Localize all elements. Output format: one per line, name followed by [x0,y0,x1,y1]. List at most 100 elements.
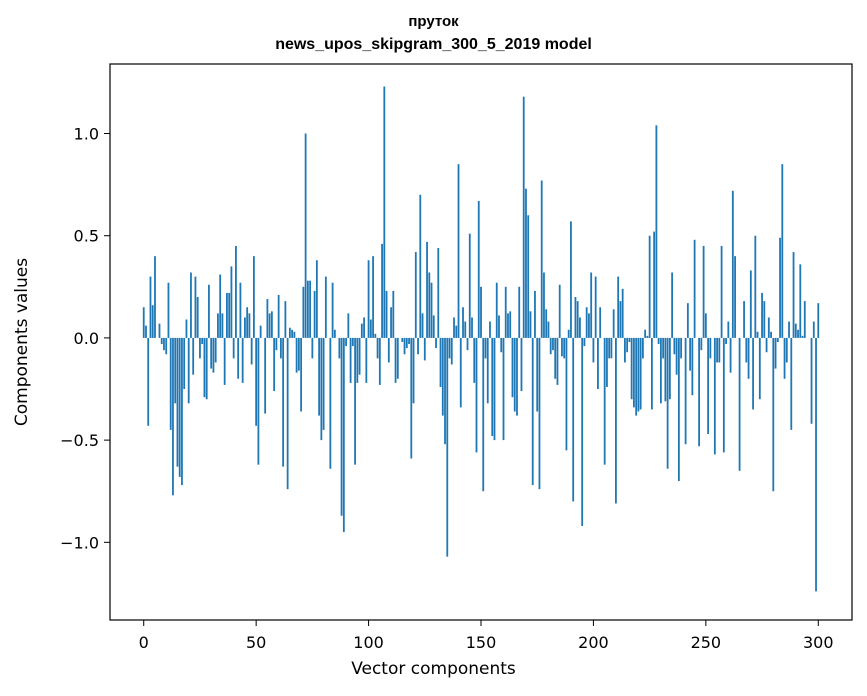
bar-90 [345,337,347,347]
bar-259 [725,337,727,345]
bar-131 [437,247,440,338]
bar-162 [507,313,509,338]
bar-154 [489,321,491,338]
bar-70 [300,337,303,412]
bar-37 [226,292,228,338]
bar-166 [516,337,518,416]
bar-147 [473,337,476,383]
bar-77 [315,260,318,338]
bar-180 [547,321,550,338]
x-ticks: 0 50 100 150 200 250 300 [139,620,834,652]
bar-179 [545,309,548,338]
bar-124 [421,313,424,338]
bar-254 [713,337,716,455]
bar-181 [549,337,552,355]
bar-48 [250,337,253,365]
bar-104 [376,337,379,359]
bar-183 [554,337,557,379]
bar-222 [641,337,644,359]
bar-272 [754,235,757,338]
bar-97 [360,323,363,338]
bar-292 [799,264,802,338]
bar-208 [610,337,613,359]
bar-105 [378,337,381,385]
bar-200 [592,337,595,363]
bar-79 [320,337,323,441]
bar-137 [450,337,453,365]
bar-193 [576,301,579,338]
bar-299 [815,337,817,592]
bar-72 [304,133,307,338]
bar-96 [358,337,361,375]
bar-283 [779,237,781,338]
bar-115 [401,337,404,342]
bar-220 [637,337,640,412]
bar-142 [462,307,464,338]
bar-17 [181,337,183,486]
bar-99 [365,337,368,383]
bar-25 [199,337,201,359]
bar-68 [295,337,298,373]
x-tick-label: 250 [691,633,722,652]
bar-2 [147,337,150,426]
bar-196 [583,337,586,347]
bar-106 [381,243,383,338]
bar-280 [772,337,775,492]
bar-265 [738,337,741,471]
bar-233 [666,337,669,469]
bar-223 [644,329,647,338]
bar-244 [691,337,694,396]
bar-122 [417,337,419,355]
bar-95 [356,337,359,383]
bar-34 [219,274,222,338]
bar-32 [214,337,217,363]
bar-291 [797,329,799,338]
bar-118 [408,337,410,345]
bar-85 [333,329,336,338]
bar-36 [223,337,226,385]
bar-94 [354,337,356,465]
bar-206 [606,337,608,387]
bar-71 [302,286,305,338]
bar-81 [324,276,327,338]
bar-228 [655,125,658,338]
plot-frame [109,63,853,621]
bar-127 [428,272,431,338]
bar-58 [273,337,276,392]
bar-165 [513,337,516,412]
bar-13 [172,337,174,496]
bar-41 [235,245,237,338]
bar-182 [552,337,554,351]
bar-61 [279,337,282,359]
bar-189 [567,329,570,338]
bar-100 [367,260,370,338]
bar-4 [151,305,154,338]
bar-187 [563,337,566,359]
bar-171 [527,215,530,338]
bar-51 [257,337,260,465]
bar-245 [693,239,696,338]
bar-286 [785,337,788,363]
bar-98 [363,317,365,338]
bar-249 [702,245,705,338]
x-axis-label: Vector components [351,659,516,679]
bar-274 [758,337,761,400]
bar-159 [500,337,503,353]
bar-232 [664,337,667,402]
bar-288 [790,337,793,430]
x-tick-label: 50 [246,633,266,652]
bar-157 [495,282,498,338]
bar-160 [502,337,505,441]
bar-209 [612,309,615,338]
bar-21 [190,272,192,338]
x-tick-label: 150 [466,633,497,652]
chart-title-word: пруток [408,13,459,30]
bar-15 [176,337,179,467]
bar-294 [803,301,806,338]
bar-16 [178,337,181,477]
bar-263 [734,256,736,338]
bar-33 [217,313,219,338]
bar-250 [704,313,707,338]
bar-172 [529,311,532,338]
